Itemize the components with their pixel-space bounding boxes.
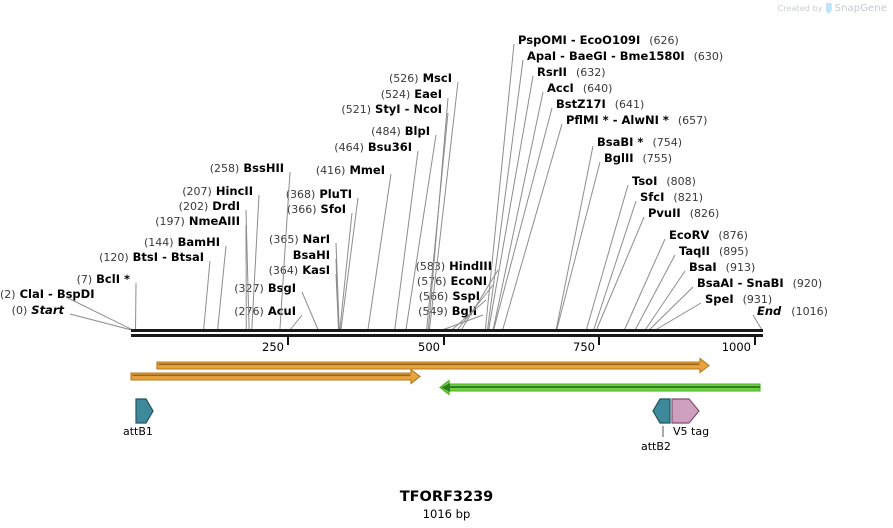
watermark-created-by: Created by bbox=[777, 4, 823, 13]
site-label-bsaai[interactable]: BsaAI - SnaBI (920) bbox=[697, 276, 823, 290]
feature-label-attb1[interactable]: attB1 bbox=[123, 425, 153, 438]
site-label-apai[interactable]: ApaI - BaeGI - Bme1580I (630) bbox=[527, 49, 724, 63]
site-label-bsu36i[interactable]: (464) Bsu36I bbox=[334, 140, 412, 154]
site-label-sfci[interactable]: SfcI (821) bbox=[640, 190, 703, 204]
page-title: TFORF3239 bbox=[399, 489, 494, 505]
sequence-backbone-top bbox=[131, 329, 763, 332]
sequence-backbone-bottom bbox=[131, 334, 763, 337]
site-label-msci[interactable]: (526) MscI bbox=[389, 71, 452, 85]
site-label-pvuii[interactable]: PvuII (826) bbox=[648, 206, 720, 220]
feature-green bbox=[439, 379, 761, 396]
site-label-nmeaiii[interactable]: (197) NmeAIII bbox=[155, 214, 240, 228]
attb2-arrow-icon bbox=[652, 398, 671, 424]
site-label-acci[interactable]: AccI (640) bbox=[547, 81, 613, 95]
site-label-tsoi[interactable]: TsoI (808) bbox=[632, 174, 696, 188]
ruler-label-500: 500 bbox=[418, 340, 440, 354]
site-label-blpi[interactable]: (484) BlpI bbox=[371, 124, 430, 138]
attb1-arrow-icon bbox=[135, 398, 154, 424]
snapgene-flag-icon bbox=[825, 3, 832, 14]
sequence-length-label: 1016 bp bbox=[422, 507, 471, 521]
site-label-pluti[interactable]: (368) PluTI bbox=[285, 187, 352, 201]
site-label-bstz17i[interactable]: BstZ17I (641) bbox=[556, 97, 645, 111]
site-label-styi[interactable]: (521) StyI - NcoI bbox=[341, 102, 442, 116]
site-label-spei[interactable]: SpeI (931) bbox=[705, 292, 773, 306]
v5tag-arrow-icon bbox=[671, 398, 700, 424]
site-label-eaei[interactable]: (524) EaeI bbox=[380, 87, 442, 101]
site-label-bsahi[interactable]: BsaHI bbox=[292, 248, 330, 262]
site-label-bsabi[interactable]: BsaBI * (754) bbox=[597, 135, 683, 149]
ruler-label-750: 750 bbox=[573, 340, 595, 354]
ruler-tick-250 bbox=[287, 337, 289, 345]
snapgene-watermark: Created by SnapGene bbox=[778, 3, 887, 14]
site-label-ecorv[interactable]: EcoRV (876) bbox=[669, 228, 748, 242]
site-label-end[interactable]: End (1016) bbox=[757, 304, 828, 318]
site-label-btsi[interactable]: (120) BtsI - BtsaI bbox=[99, 250, 204, 264]
site-label-hindiii[interactable]: (583) HindIII bbox=[415, 259, 492, 273]
site-label-rsrii[interactable]: RsrII (632) bbox=[537, 65, 606, 79]
site-label-bamhi[interactable]: (144) BamHI bbox=[143, 235, 220, 249]
site-label-bglii[interactable]: BglII (755) bbox=[604, 151, 673, 165]
site-label-drdi[interactable]: (202) DrdI bbox=[178, 199, 240, 213]
site-label-hincii[interactable]: (207) HincII bbox=[182, 184, 253, 198]
watermark-brand: SnapGene bbox=[834, 3, 887, 14]
ruler-label-1000: 1000 bbox=[721, 340, 751, 354]
site-label-pflmi[interactable]: PflMI * - AlwNI * (657) bbox=[566, 113, 708, 127]
site-label-bcli[interactable]: (7) BclI * bbox=[76, 272, 130, 286]
ruler-label-250: 250 bbox=[262, 340, 284, 354]
ruler-tick-1000 bbox=[754, 337, 756, 345]
feature-orange-lower bbox=[130, 368, 421, 385]
site-label-taqii[interactable]: TaqII (895) bbox=[679, 244, 749, 258]
site-label-bgli[interactable]: (549) BglI bbox=[418, 304, 477, 318]
site-label-sspi[interactable]: (566) SspI bbox=[418, 289, 480, 303]
site-label-clai[interactable]: (2) ClaI - BspDI bbox=[0, 287, 95, 301]
feature-label-attb2[interactable]: attB2 bbox=[641, 440, 671, 453]
site-label-nari[interactable]: (365) NarI bbox=[269, 232, 330, 246]
ruler-tick-750 bbox=[598, 337, 600, 345]
site-label-econi[interactable]: (576) EcoNI bbox=[416, 274, 487, 288]
site-label-mmei[interactable]: (416) MmeI bbox=[315, 163, 385, 177]
site-label-sfoi[interactable]: (366) SfoI bbox=[286, 202, 346, 216]
feature-orange-upper bbox=[156, 357, 710, 374]
site-label-bsai[interactable]: BsaI (913) bbox=[689, 260, 756, 274]
site-label-pspomi[interactable]: PspOMI - EcoO109I (626) bbox=[518, 33, 679, 47]
site-label-start[interactable]: (0) Start bbox=[11, 303, 64, 317]
feature-label-v5tag[interactable]: V5 tag bbox=[673, 425, 710, 438]
ruler-tick-500 bbox=[443, 337, 445, 345]
site-label-bsshii[interactable]: (258) BssHII bbox=[209, 161, 284, 175]
